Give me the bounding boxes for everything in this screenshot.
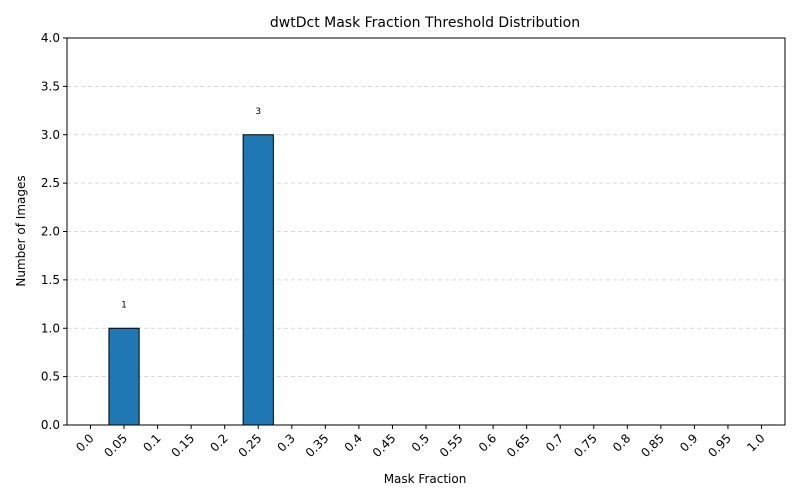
- x-tick-label: 0.65: [504, 431, 533, 460]
- x-tick-label: 0.25: [236, 431, 265, 460]
- chart-title: dwtDct Mask Fraction Threshold Distribut…: [270, 15, 580, 31]
- x-tick-label: 0.9: [677, 431, 700, 454]
- x-tick-label: 0.55: [437, 431, 466, 460]
- y-axis-label: Number of Images: [14, 175, 28, 286]
- x-tick-label: 0.8: [610, 431, 633, 454]
- data-label: 3: [255, 107, 261, 117]
- y-tick-label: 2.0: [41, 225, 60, 239]
- x-tick-label: 0.35: [303, 431, 332, 460]
- x-tick-label: 0.1: [140, 431, 163, 454]
- x-tick-label: 0.15: [168, 431, 197, 460]
- bar-0.05: [109, 328, 139, 425]
- bar-0.25: [243, 135, 273, 425]
- grid: [67, 38, 785, 425]
- y-tick-label: 4.0: [41, 31, 60, 45]
- x-tick-label: 0.0: [73, 431, 96, 454]
- x-axis-label: Mask Fraction: [384, 472, 467, 486]
- x-tick-label: 1.0: [744, 431, 767, 454]
- x-tick-label: 0.45: [370, 431, 399, 460]
- x-tick-label: 0.05: [101, 431, 130, 460]
- y-tick-label: 3.0: [41, 128, 60, 142]
- x-tick-label: 0.75: [571, 431, 600, 460]
- x-tick-label: 0.6: [476, 431, 499, 454]
- y-tick-label: 1.5: [41, 273, 60, 287]
- x-tick-label: 0.4: [342, 431, 365, 454]
- x-tick-label: 0.3: [275, 431, 298, 454]
- y-tick-label: 2.5: [41, 176, 60, 190]
- x-tick-label: 0.2: [207, 431, 230, 454]
- y-tick-label: 1.0: [41, 321, 60, 335]
- x-tick-label: 0.85: [638, 431, 667, 460]
- data-label: 1: [121, 300, 127, 310]
- y-tick-label: 0.0: [41, 418, 60, 432]
- x-tick-label: 0.7: [543, 431, 566, 454]
- data-labels: 13: [121, 107, 261, 311]
- x-tick-label: 0.95: [705, 431, 734, 460]
- x-tick-label: 0.5: [409, 431, 432, 454]
- y-tick-label: 3.5: [41, 79, 60, 93]
- y-axis-ticks: 0.0 0.5 1.0 1.5 2.0 2.5 3.0 3.5 4.0: [41, 31, 67, 432]
- y-tick-label: 0.5: [41, 370, 60, 384]
